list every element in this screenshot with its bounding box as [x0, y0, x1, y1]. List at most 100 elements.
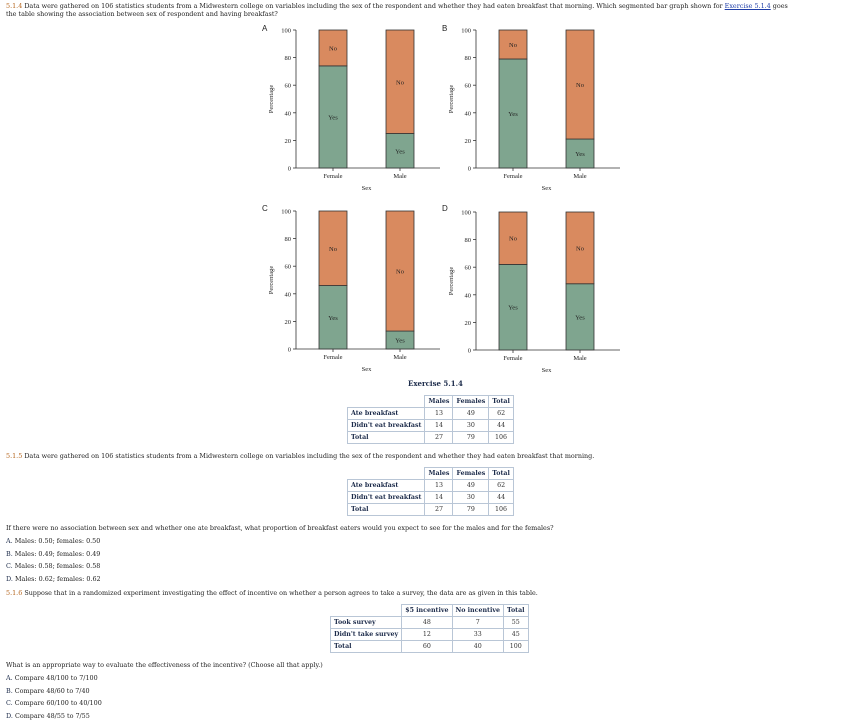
cell: 33 — [451, 628, 505, 641]
table-exercise-5-1-4: Males Females Total Ate breakfast 13 49 … — [346, 395, 514, 444]
col-header-total: Total — [488, 395, 514, 408]
cell: 40 — [451, 640, 505, 653]
row-label: Took survey — [329, 616, 403, 629]
option-a[interactable]: A. Males: 0.50; females: 0.50 — [6, 537, 101, 545]
option-c[interactable]: C. Compare 60/100 to 40/100 — [6, 699, 102, 707]
bar-no-female — [498, 29, 528, 60]
y-tick-label: 100 — [281, 209, 291, 216]
question-number: 5.1.5 — [6, 452, 23, 460]
bar-label-no: No — [509, 236, 517, 243]
x-tick-label: Female — [503, 355, 522, 362]
y-axis-label: Percentage — [448, 85, 455, 114]
question-text: Data were gathered on 106 statistics stu… — [24, 2, 723, 10]
table-row: Total 27 79 106 — [346, 503, 514, 516]
y-tick-label: 40 — [465, 292, 472, 299]
question-5-1-4: 5.1.4 Data were gathered on 106 statisti… — [6, 2, 848, 18]
row-label: Didn't take survey — [329, 628, 403, 641]
col-header-incentive: $5 incentive — [401, 604, 453, 617]
panel-letter-a: A — [262, 24, 268, 33]
y-tick-label: 0 — [468, 348, 471, 355]
question-5-1-5-prompt: If there were no association between sex… — [6, 524, 554, 532]
option-b[interactable]: B. Males: 0.49; females: 0.49 — [6, 549, 101, 558]
cell: 13 — [424, 407, 454, 420]
table-row: Didn't eat breakfast 14 30 44 — [346, 491, 514, 504]
option-b[interactable]: B. Compare 48/60 to 7/40 — [6, 686, 90, 695]
y-tick-label: 20 — [285, 319, 292, 326]
table-question-5-1-5: Males Females Total Ate breakfast 13 49 … — [346, 467, 514, 516]
row-label: Didn't eat breakfast — [346, 419, 426, 432]
cell: 62 — [488, 479, 514, 492]
bar-label-no: No — [329, 246, 337, 253]
table-question-5-1-6: $5 incentive No incentive Total Took sur… — [329, 604, 529, 653]
question-text: Suppose that in a randomized experiment … — [24, 589, 538, 597]
x-axis-label: Sex — [542, 367, 553, 374]
cell: 60 — [401, 640, 453, 653]
panel-letter-c: C — [262, 204, 268, 213]
row-label: Total — [346, 431, 426, 444]
cell: 13 — [424, 479, 454, 492]
col-header-total: Total — [488, 467, 514, 480]
chart-d: 0 20 40 60 80 100 Percentage Yes No Female Yes No Ma… — [448, 210, 620, 374]
option-a[interactable]: A. Compare 48/100 to 7/100 — [6, 674, 98, 682]
bar-label-no: No — [396, 269, 404, 276]
panel-letter-d: D — [442, 204, 448, 213]
col-header-males: Males — [424, 467, 454, 480]
table-row: Didn't take survey 12 33 45 — [329, 628, 529, 641]
col-header-no-incentive: No incentive — [451, 604, 505, 617]
x-tick-label: Female — [503, 173, 522, 180]
chart-c: 0 20 40 60 80 100 Percentage Yes No Female Yes No Ma… — [268, 209, 440, 373]
question-5-1-6-prompt: What is an appropriate way to evaluate t… — [6, 661, 323, 669]
bar-label-no: No — [396, 79, 404, 86]
question-5-1-6: 5.1.6 Suppose that in a randomized exper… — [6, 589, 848, 597]
y-tick-label: 40 — [285, 291, 292, 298]
y-tick-label: 40 — [465, 110, 472, 117]
option-c[interactable]: C. Males: 0.58; females: 0.58 — [6, 562, 101, 570]
y-tick-label: 100 — [461, 210, 471, 217]
bar-label-yes: Yes — [508, 305, 518, 312]
y-tick-label: 0 — [288, 166, 291, 173]
cell: 48 — [401, 616, 453, 629]
y-tick-label: 20 — [465, 320, 472, 327]
col-header-males: Males — [424, 395, 454, 408]
bar-label-no: No — [509, 42, 517, 49]
y-tick-label: 20 — [465, 138, 472, 145]
x-tick-label: Male — [393, 173, 406, 180]
x-tick-label: Female — [323, 354, 342, 361]
col-header-females: Females — [452, 395, 490, 408]
y-tick-label: 60 — [285, 264, 292, 271]
option-d[interactable]: D. Males: 0.62; females: 0.62 — [6, 574, 101, 583]
x-tick-label: Male — [573, 355, 586, 362]
cell: 14 — [424, 491, 454, 504]
x-axis-label: Sex — [542, 185, 553, 192]
x-tick-label: Male — [573, 173, 586, 180]
col-header-total: Total — [503, 604, 529, 617]
bar-no-male — [565, 211, 595, 285]
table-row: Ate breakfast 13 49 62 — [346, 407, 514, 420]
options-5-1-6: A. Compare 48/100 to 7/100 B. Compare 48… — [6, 674, 102, 720]
table-row: Total 60 40 100 — [329, 640, 529, 653]
panel-letter-b: B — [442, 24, 448, 33]
bar-label-yes: Yes — [395, 338, 405, 345]
row-label: Total — [329, 640, 403, 653]
exercise-link[interactable]: Exercise 5.1.4 — [724, 2, 771, 10]
cell: 14 — [424, 419, 454, 432]
question-text-line2: the table showing the association betwee… — [6, 10, 278, 18]
cell: 7 — [451, 616, 505, 629]
row-label: Didn't eat breakfast — [346, 491, 426, 504]
table-row: Didn't eat breakfast 14 30 44 — [346, 419, 514, 432]
y-tick-label: 40 — [285, 110, 292, 117]
cell: 49 — [452, 407, 490, 420]
y-axis-label: Percentage — [268, 85, 275, 114]
bar-yes-female — [498, 264, 528, 351]
options-5-1-5: A. Males: 0.50; females: 0.50 B. Males: … — [6, 537, 101, 583]
row-label: Ate breakfast — [346, 407, 426, 420]
y-tick-label: 100 — [461, 28, 471, 35]
bar-no-female — [318, 210, 348, 286]
bar-no-female — [318, 29, 348, 67]
option-d[interactable]: D. Compare 48/55 to 7/55 — [6, 711, 90, 720]
x-axis-label: Sex — [362, 366, 373, 373]
bar-no-male — [565, 29, 595, 140]
bar-label-yes: Yes — [575, 314, 585, 321]
bar-no-female — [498, 211, 528, 265]
cell: 44 — [488, 491, 514, 504]
